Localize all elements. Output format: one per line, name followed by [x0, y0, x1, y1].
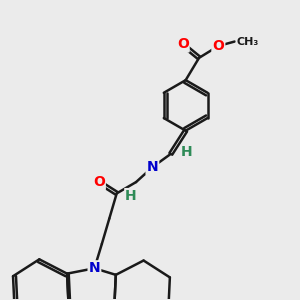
- Text: N: N: [88, 261, 100, 275]
- Text: O: O: [93, 175, 105, 189]
- Text: CH₃: CH₃: [236, 37, 258, 46]
- Text: O: O: [177, 38, 189, 52]
- Text: O: O: [212, 39, 224, 53]
- Text: N: N: [147, 160, 158, 174]
- Text: H: H: [181, 146, 193, 159]
- Text: H: H: [125, 189, 136, 202]
